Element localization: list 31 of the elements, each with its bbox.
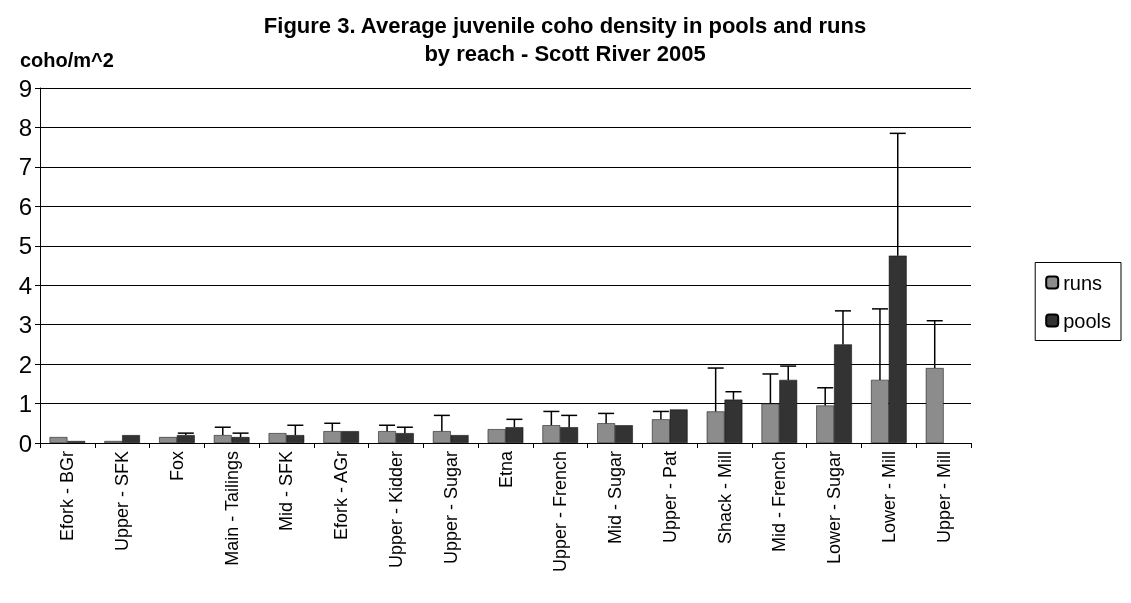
x-tick-label: Etna <box>495 450 516 489</box>
y-tick-label: 8 <box>18 113 32 141</box>
x-tick-label: Upper - SFK <box>112 451 133 552</box>
y-tick-label: 1 <box>18 390 32 418</box>
chart-title: Figure 3. Average juvenile coho density in pools and runs by reach - Scott River 2005 <box>263 12 867 66</box>
legend-label: pools <box>1063 309 1111 332</box>
x-tick-label: Upper - French <box>550 451 571 573</box>
x-tick-label: Mid - Sugar <box>605 451 626 545</box>
x-tick-label: Shack - Mill <box>714 451 735 545</box>
x-tick-label: Mid - SFK <box>276 451 297 532</box>
y-tick-label: 5 <box>18 232 32 260</box>
x-tick-label: Lower - Mill <box>878 451 899 544</box>
legend-label: runs <box>1063 271 1103 294</box>
x-tick-label: Upper - Kidder <box>385 451 406 569</box>
x-tick-label: Efork - AGr <box>331 450 352 541</box>
y-tick-label: 4 <box>18 271 32 299</box>
y-tick-label: 6 <box>18 192 32 220</box>
y-tick-label: 0 <box>18 429 32 457</box>
y-tick-label: 3 <box>18 311 32 339</box>
y-tick-label: 7 <box>18 153 32 181</box>
x-tick-label: Upper - Mill <box>933 451 954 544</box>
x-tick-label: Upper - Sugar <box>440 451 461 565</box>
y-tick-label: 9 <box>18 74 32 102</box>
y-axis-title: coho/m^2 <box>20 49 114 71</box>
x-tick-label: Fox <box>166 451 187 482</box>
x-tick-label: Upper - Pat <box>659 451 680 544</box>
x-tick-label: Efork - BGr <box>57 451 78 542</box>
y-tick-label: 2 <box>18 350 32 378</box>
x-tick-label: Mid - French <box>769 451 790 553</box>
x-tick-label: Lower - Sugar <box>824 451 845 565</box>
x-tick-label: Main - Tailings <box>221 451 242 566</box>
